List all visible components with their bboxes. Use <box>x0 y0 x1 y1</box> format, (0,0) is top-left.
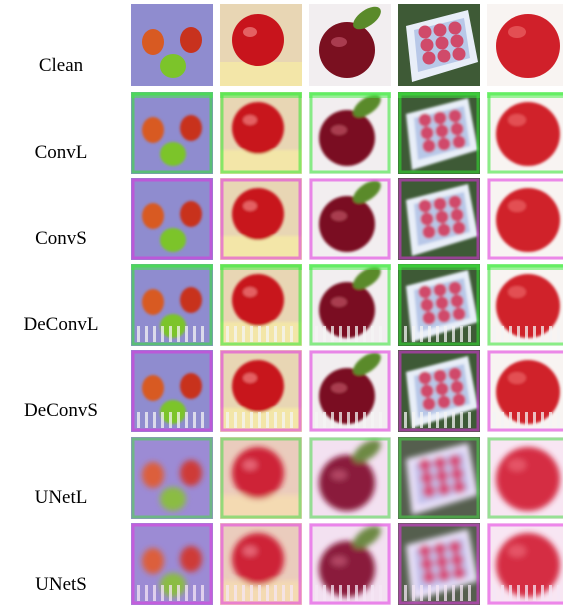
thumbnail-dark-red-apple-with-leaf <box>309 437 391 519</box>
thumbnail-box-of-apples-on-grass <box>398 264 480 346</box>
thumbnail-three-apples-on-lavender-cloth <box>131 350 213 432</box>
row-label: UNetS <box>35 574 87 595</box>
row-unetl: UNetL <box>0 437 563 521</box>
thumbnail-red-apple-on-books <box>220 350 302 432</box>
row-deconvs: DeConvS <box>0 350 563 434</box>
thumbnail-red-apple-on-books <box>220 437 302 519</box>
thumbnail-dark-red-apple-with-leaf <box>309 92 391 174</box>
thumbnail-red-apple-on-white <box>487 437 563 519</box>
thumbnail-red-apple-on-books <box>220 523 302 605</box>
thumbnail-red-apple-on-white <box>487 178 563 260</box>
row-label: ConvS <box>35 228 87 249</box>
thumbnail-box-of-apples-on-grass <box>398 92 480 174</box>
thumbnail-box-of-apples-on-grass <box>398 178 480 260</box>
thumbnail-dark-red-apple-with-leaf <box>309 4 391 86</box>
thumbnail-red-apple-on-books <box>220 92 302 174</box>
row-clean: Clean <box>0 4 563 88</box>
thumbnail-three-apples-on-lavender-cloth <box>131 523 213 605</box>
thumbnail-red-apple-on-books <box>220 264 302 346</box>
row-unets: UNetS <box>0 523 563 607</box>
thumbnail-red-apple-on-white <box>487 350 563 432</box>
thumbnail-red-apple-on-books <box>220 178 302 260</box>
thumbnail-three-apples-on-lavender-cloth <box>131 178 213 260</box>
thumbnail-red-apple-on-white <box>487 4 563 86</box>
thumbnail-red-apple-on-white <box>487 523 563 605</box>
row-label: UNetL <box>34 487 88 508</box>
thumbnail-red-apple-on-books <box>220 4 302 86</box>
thumbnail-box-of-apples-on-grass <box>398 523 480 605</box>
thumbnail-red-apple-on-white <box>487 92 563 174</box>
thumbnail-box-of-apples-on-grass <box>398 437 480 519</box>
thumbnail-three-apples-on-lavender-cloth <box>131 437 213 519</box>
row-label: ConvL <box>34 142 88 163</box>
thumbnail-dark-red-apple-with-leaf <box>309 264 391 346</box>
row-label: DeConvS <box>24 400 98 421</box>
row-label: DeConvL <box>23 314 99 335</box>
row-deconvl: DeConvL <box>0 264 563 348</box>
thumbnail-red-apple-on-white <box>487 264 563 346</box>
thumbnail-three-apples-on-lavender-cloth <box>131 264 213 346</box>
thumbnail-box-of-apples-on-grass <box>398 350 480 432</box>
thumbnail-dark-red-apple-with-leaf <box>309 178 391 260</box>
row-label: Clean <box>38 55 84 76</box>
thumbnail-dark-red-apple-with-leaf <box>309 350 391 432</box>
thumbnail-dark-red-apple-with-leaf <box>309 523 391 605</box>
thumbnail-three-apples-on-lavender-cloth <box>131 92 213 174</box>
row-convs: ConvS <box>0 178 563 262</box>
thumbnail-three-apples-on-lavender-cloth <box>131 4 213 86</box>
thumbnail-box-of-apples-on-grass <box>398 4 480 86</box>
row-convl: ConvL <box>0 92 563 176</box>
